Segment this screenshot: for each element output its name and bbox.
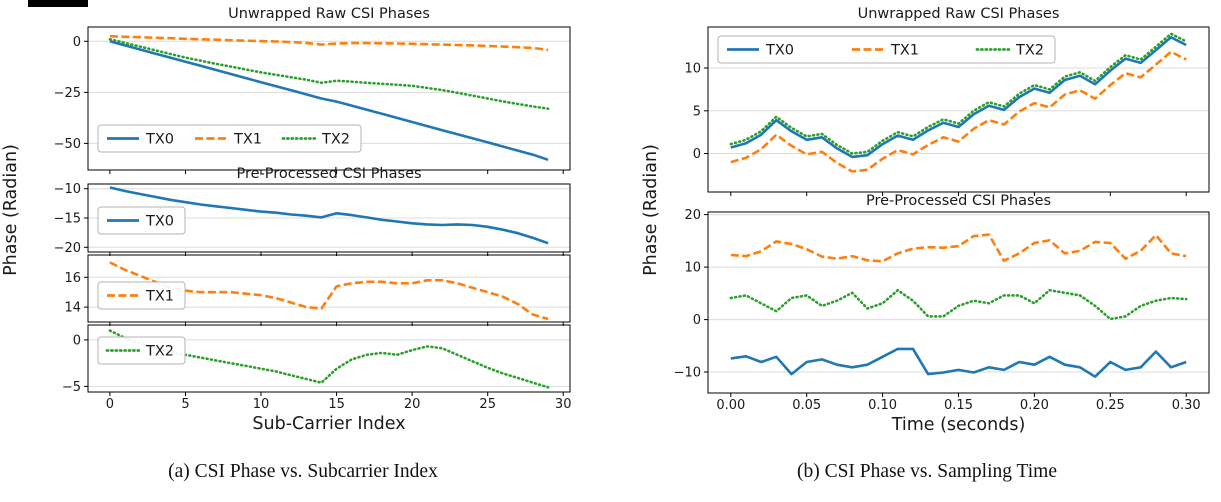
ytick-label: 5 <box>693 104 701 119</box>
axes-frame <box>87 26 571 171</box>
fig_a-subplot-1: −10 −15 −20 Pre-Processed CSI Phases TX0 <box>54 166 571 256</box>
ytick-label: −20 <box>54 241 81 256</box>
legend-label: TX2 <box>321 132 350 148</box>
legend-label: TX0 <box>145 132 174 148</box>
fig_b-series-TX2 <box>729 32 1188 155</box>
xtick-label: 0.05 <box>792 398 821 413</box>
axes-frame <box>87 324 571 393</box>
xtick-label: 20 <box>404 397 421 412</box>
legend: TX0 <box>97 206 186 235</box>
legend-box <box>97 281 186 310</box>
xaxis-label: Time (seconds) <box>891 415 1026 435</box>
fig_a-series-TX0 <box>109 40 549 162</box>
xtick-label: 15 <box>328 397 345 412</box>
yaxis-label: Phase (Radian) <box>641 144 661 276</box>
xtick-label: 0.20 <box>1020 398 1049 413</box>
fig_b-series-TX0 <box>730 347 1187 379</box>
xaxis-label: Sub-Carrier Index <box>252 414 405 434</box>
legend-label: TX2 <box>145 344 174 360</box>
fig_a-series-TX2 <box>108 37 550 110</box>
caption-figure-a: (a) CSI Phase vs. Subcarrier Index <box>168 461 438 482</box>
xtick-label: 0.10 <box>868 398 897 413</box>
yaxis-label: Phase (Radian) <box>1 144 21 276</box>
ytick-label: 10 <box>684 62 701 77</box>
legend: TX1 <box>97 281 186 310</box>
legend-label: TX0 <box>765 43 794 59</box>
xtick-label: 0.30 <box>1172 398 1201 413</box>
fig_a-series-TX2 <box>108 329 550 389</box>
ytick-label: −15 <box>54 212 81 227</box>
legend-box <box>97 124 362 153</box>
legend: TX0 TX1 TX2 <box>717 35 1056 64</box>
fig_b: 10 5 0 Unwrapped Raw CSI Phases TX0 TX1 TX2 20 1… <box>641 6 1210 435</box>
fig_a-subplot-2: 16 14 TX1 <box>64 254 571 326</box>
legend-label: TX2 <box>1015 43 1044 59</box>
legend-box <box>97 336 186 365</box>
ytick-label: −10 <box>674 366 701 381</box>
fig_b-series-TX0 <box>730 35 1187 159</box>
fig_b-series-TX2 <box>729 288 1188 321</box>
subplot-title: Unwrapped Raw CSI Phases <box>858 6 1060 22</box>
legend-box <box>97 206 186 235</box>
ytick-label: 16 <box>64 271 81 286</box>
ytick-label: −25 <box>54 86 81 101</box>
xtick-label: 25 <box>479 397 496 412</box>
ytick-label: −10 <box>54 182 81 197</box>
xtick-label: 0.25 <box>1096 398 1125 413</box>
subplot-title: Pre-Processed CSI Phases <box>236 166 421 182</box>
ytick-label: 0 <box>693 147 701 162</box>
fig_a-series-TX1 <box>109 261 549 321</box>
ytick-label: 20 <box>684 208 701 223</box>
legend-label: TX1 <box>890 43 919 59</box>
fig_a-subplot-0: 0 −25 −50 Unwrapped Raw CSI Phases TX0 TX1 TX2 <box>54 6 571 174</box>
ytick-label: 0 <box>693 313 701 328</box>
legend-label: TX0 <box>145 214 174 230</box>
fig_b-subplot-1: 20 10 0 −10 0.00 0.05 0.10 0.15 0.20 0.25 0.30 Pre-… <box>674 193 1210 413</box>
ytick-label: 0 <box>73 333 81 348</box>
legend: TX0 TX1 TX2 <box>97 124 362 153</box>
ytick-label: −50 <box>54 137 81 152</box>
legend: TX2 <box>97 336 186 365</box>
fig_a-series-TX1 <box>109 34 549 52</box>
fig_a-series-TX0 <box>109 186 549 245</box>
xtick-label: 0 <box>106 397 114 412</box>
xtick-label: 0.15 <box>944 398 973 413</box>
subplot-title: Pre-Processed CSI Phases <box>866 193 1051 209</box>
xtick-label: 5 <box>181 397 189 412</box>
axes-frame <box>87 254 571 323</box>
legend-label: TX1 <box>233 132 262 148</box>
ytick-label: 10 <box>684 261 701 276</box>
xtick-label: 0.00 <box>716 398 745 413</box>
legend-box <box>717 35 1056 64</box>
crop-artifact <box>28 0 88 7</box>
fig_b-subplot-0: 10 5 0 Unwrapped Raw CSI Phases TX0 TX1 TX2 <box>684 6 1210 196</box>
xtick-label: 10 <box>253 397 270 412</box>
xtick-label: 30 <box>555 397 572 412</box>
fig_a-subplot-3: 0 −5 0 5 10 15 20 25 30 TX2 <box>62 324 572 412</box>
subplot-title: Unwrapped Raw CSI Phases <box>228 6 430 22</box>
caption-figure-b: (b) CSI Phase vs. Sampling Time <box>796 461 1058 482</box>
fig_b-series-TX1 <box>730 50 1187 173</box>
ytick-label: 0 <box>73 35 81 50</box>
legend-label: TX1 <box>145 289 174 305</box>
ytick-label: −5 <box>62 380 81 395</box>
fig_b-series-TX1 <box>730 233 1187 263</box>
ytick-label: 14 <box>64 301 81 316</box>
